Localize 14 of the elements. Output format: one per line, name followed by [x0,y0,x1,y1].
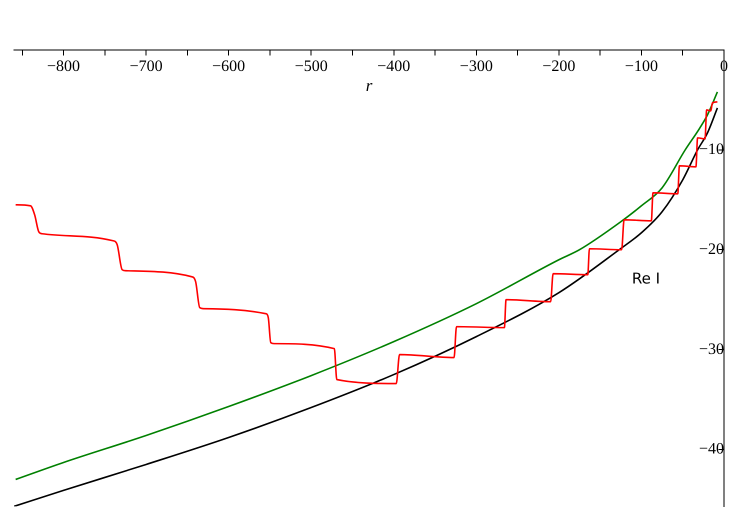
y-tick-label: −10 [698,141,724,158]
y-axis-title: Re I [632,270,660,288]
x-tick-label: −100 [624,58,658,75]
x-tick-label: −700 [130,58,163,75]
y-tick-label: −40 [698,440,724,458]
x-tick-label: −200 [542,58,576,75]
x-tick-label: −600 [212,58,246,75]
x-tick-label: −400 [377,58,410,75]
x-axis-title: r [366,76,373,95]
x-tick-label: −300 [460,58,493,75]
x-tick-label: −500 [294,58,328,75]
y-tick-label: −30 [698,340,724,358]
y-tick-label: −20 [698,240,724,258]
x-tick-label: −800 [47,58,80,75]
